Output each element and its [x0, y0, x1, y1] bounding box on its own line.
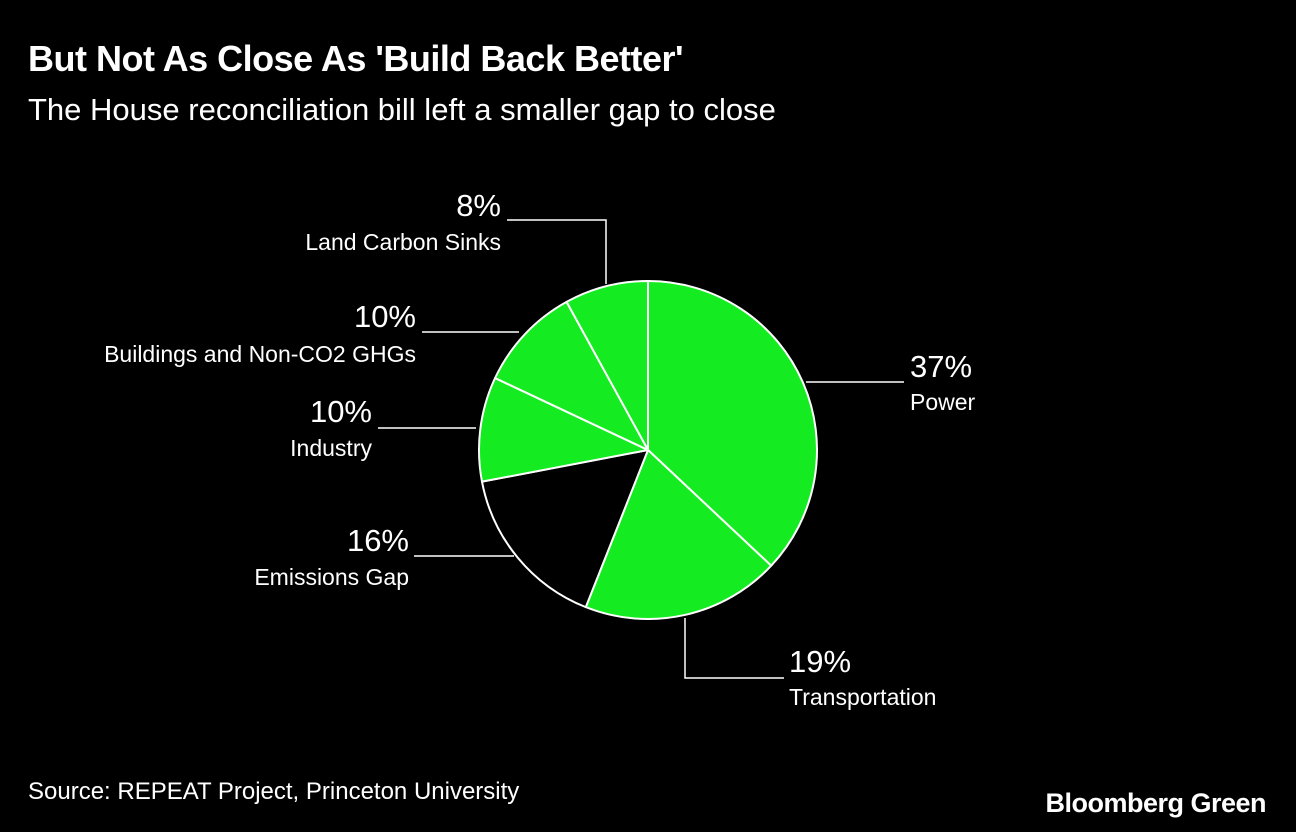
slice-label-land-carbon-sinks: Land Carbon Sinks [305, 229, 501, 255]
leader-line-land-carbon-sinks [507, 219, 607, 284]
brand-logo: Bloomberg Green [1045, 788, 1266, 818]
source-note: Source: REPEAT Project, Princeton Univer… [28, 778, 520, 805]
pie-slice-buildings-and-non-co2-ghgs [494, 300, 649, 451]
pie-slice-power [647, 280, 818, 567]
slice-value-buildings-and-non-co2-ghgs: 10% [354, 299, 416, 334]
slice-value-power: 37% [910, 349, 972, 384]
slice-label-industry: Industry [290, 435, 372, 461]
leader-line-transportation [684, 618, 784, 679]
slice-value-land-carbon-sinks: 8% [456, 188, 501, 223]
pie-slices [478, 280, 818, 620]
chart-subtitle: The House reconciliation bill left a sma… [28, 92, 776, 127]
pie-labels: 37% Power 19% Transportation 16% Emissions Ga… [104, 188, 975, 710]
pie-slice-emissions-gap [480, 449, 649, 609]
slice-value-emissions-gap: 16% [347, 523, 409, 558]
slice-label-power: Power [910, 389, 976, 415]
chart-title: But Not As Close As 'Build Back Better' [28, 38, 684, 79]
pie-slice-industry [478, 377, 649, 483]
slice-label-transportation: Transportation [789, 684, 936, 710]
slice-label-buildings-and-non-co2-ghgs: Buildings and Non-CO2 GHGs [104, 341, 416, 367]
slice-value-industry: 10% [310, 394, 372, 429]
slice-label-emissions-gap: Emissions Gap [254, 564, 409, 590]
pie-slice-land-carbon-sinks [565, 280, 649, 451]
slice-value-transportation: 19% [789, 644, 851, 679]
